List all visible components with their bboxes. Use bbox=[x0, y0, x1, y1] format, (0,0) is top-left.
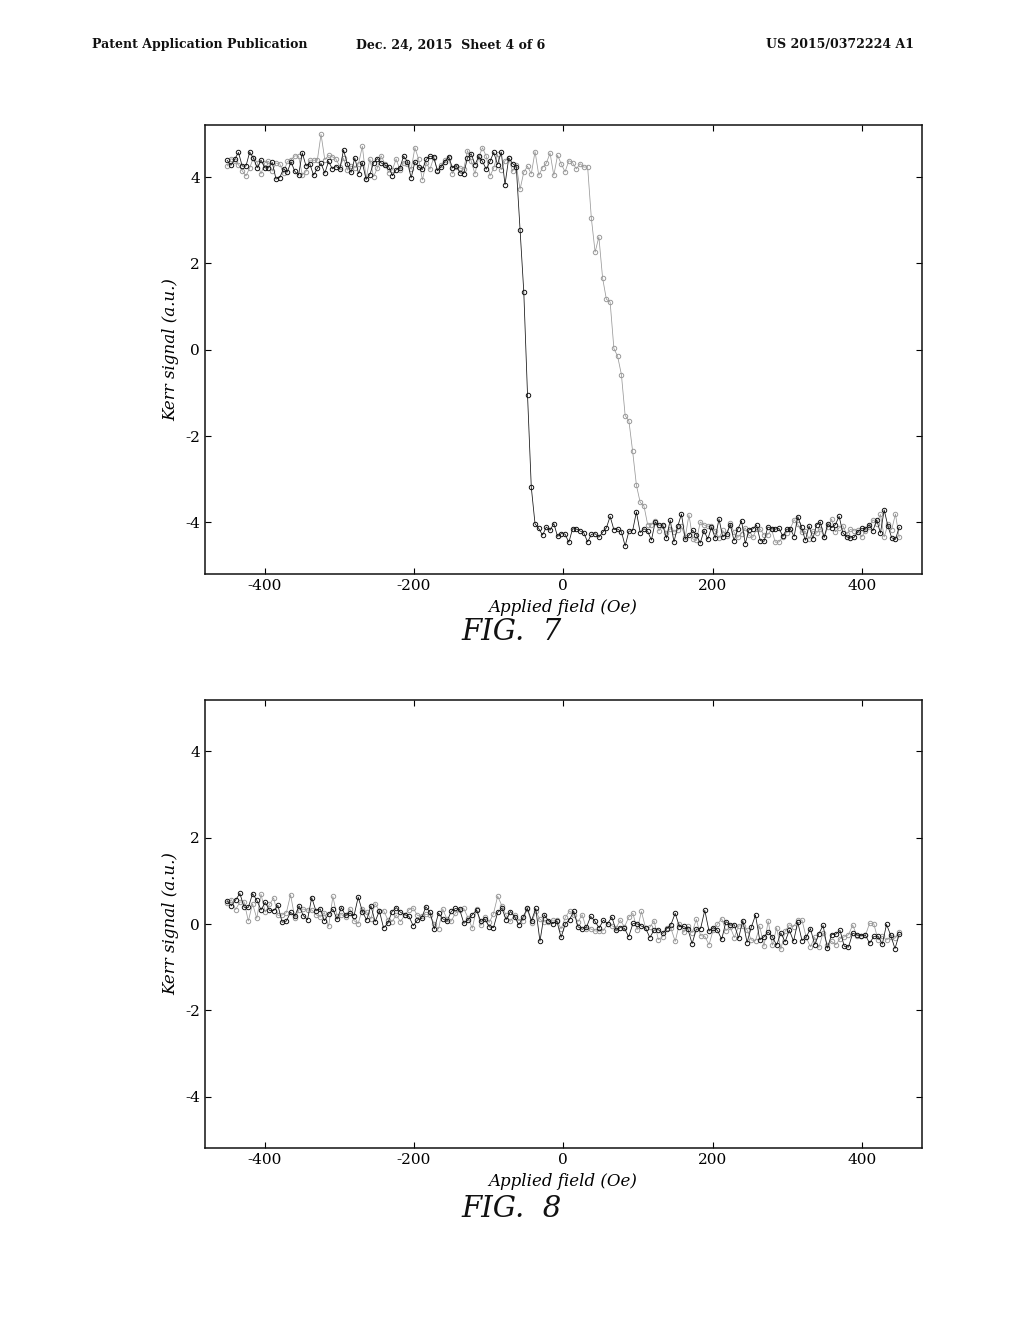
X-axis label: Applied field (Oe): Applied field (Oe) bbox=[488, 1172, 638, 1189]
Text: FIG.  8: FIG. 8 bbox=[462, 1195, 562, 1222]
Text: Dec. 24, 2015  Sheet 4 of 6: Dec. 24, 2015 Sheet 4 of 6 bbox=[356, 38, 545, 51]
Y-axis label: Kerr signal (a.u.): Kerr signal (a.u.) bbox=[163, 853, 179, 995]
X-axis label: Applied field (Oe): Applied field (Oe) bbox=[488, 598, 638, 615]
Text: Patent Application Publication: Patent Application Publication bbox=[92, 38, 307, 51]
Y-axis label: Kerr signal (a.u.): Kerr signal (a.u.) bbox=[163, 279, 179, 421]
Text: FIG.  7: FIG. 7 bbox=[462, 618, 562, 645]
Text: US 2015/0372224 A1: US 2015/0372224 A1 bbox=[766, 38, 913, 51]
